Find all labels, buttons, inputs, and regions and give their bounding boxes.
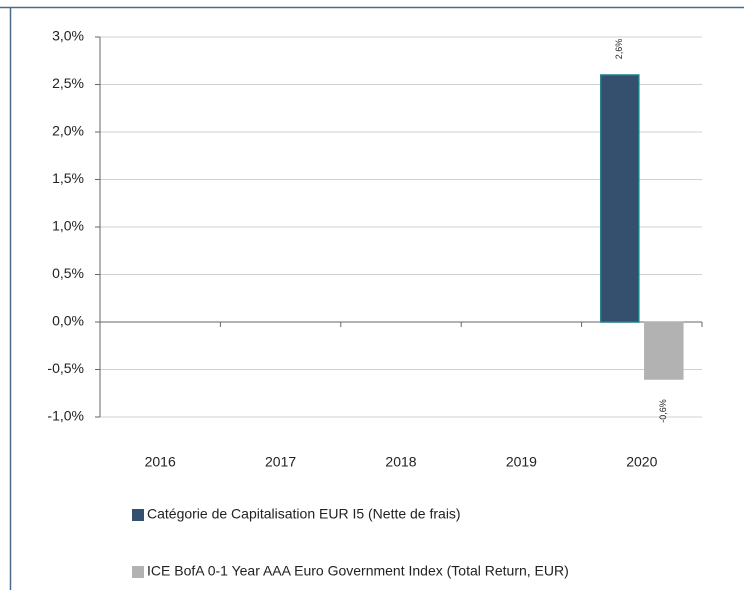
x-tick-label: 2017	[265, 454, 296, 470]
legend-swatch	[132, 566, 144, 578]
data-label: -0,6%	[658, 399, 668, 423]
y-tick-label: 3,0%	[52, 28, 84, 44]
bar	[600, 74, 640, 323]
x-tick-label: 2019	[506, 454, 537, 470]
x-tick-label: 2020	[626, 454, 657, 470]
x-tick-label: 2016	[145, 454, 176, 470]
y-tick-label: 0,0%	[52, 313, 84, 329]
x-tick-label: 2018	[385, 454, 416, 470]
y-tick-label: -1,0%	[47, 408, 84, 424]
y-tick-label: 2,5%	[52, 75, 84, 91]
y-tick-label: -0,5%	[47, 360, 84, 376]
legend-swatch	[132, 509, 144, 521]
legend-label: Catégorie de Capitalisation EUR I5 (Nett…	[147, 506, 461, 522]
y-tick-label: 1,0%	[52, 218, 84, 234]
y-tick-label: 0,5%	[52, 265, 84, 281]
data-label: 2,6%	[614, 39, 624, 60]
bar	[644, 321, 684, 380]
y-tick-label: 2,0%	[52, 123, 84, 139]
legend-label: ICE BofA 0-1 Year AAA Euro Government In…	[147, 563, 569, 579]
y-tick-label: 1,5%	[52, 170, 84, 186]
